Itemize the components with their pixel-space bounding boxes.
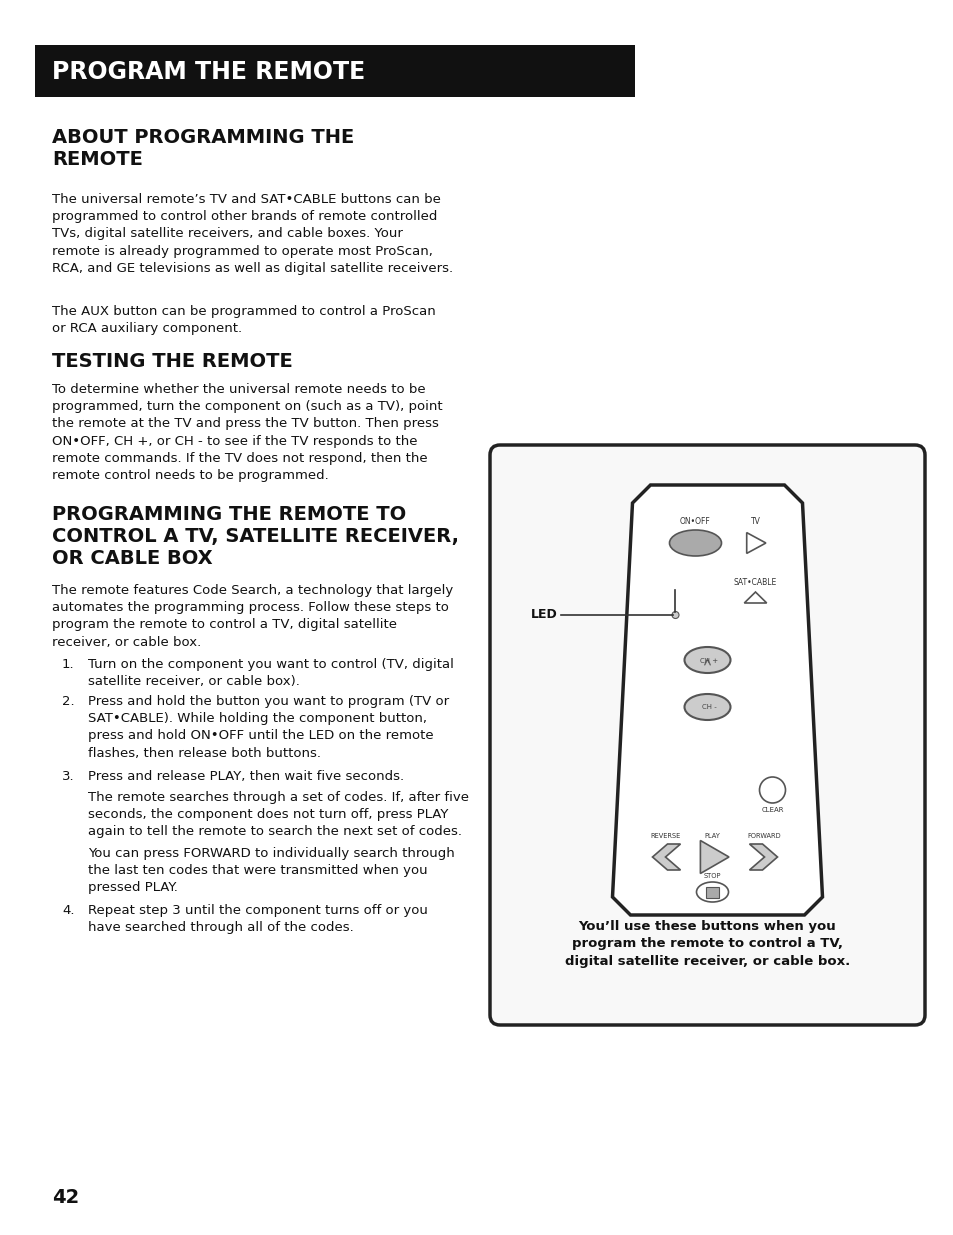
- Text: Turn on the component you want to control (TV, digital
satellite receiver, or ca: Turn on the component you want to contro…: [88, 658, 454, 688]
- Polygon shape: [743, 592, 766, 603]
- Text: 42: 42: [52, 1188, 79, 1207]
- FancyBboxPatch shape: [705, 887, 719, 898]
- Text: TESTING THE REMOTE: TESTING THE REMOTE: [52, 352, 293, 370]
- Text: You can press FORWARD to individually search through
the last ten codes that wer: You can press FORWARD to individually se…: [88, 847, 455, 894]
- Text: The AUX button can be programmed to control a ProScan
or RCA auxiliary component: The AUX button can be programmed to cont…: [52, 305, 436, 335]
- Text: Press and release PLAY, then wait five seconds.: Press and release PLAY, then wait five s…: [88, 769, 404, 783]
- Text: FORWARD: FORWARD: [747, 832, 781, 839]
- Text: The universal remote’s TV and SAT•CABLE buttons can be
programmed to control oth: The universal remote’s TV and SAT•CABLE …: [52, 193, 453, 275]
- Bar: [35, 44, 635, 98]
- Text: LED: LED: [531, 609, 558, 621]
- Text: You’ll use these buttons when you
program the remote to control a TV,
digital sa: You’ll use these buttons when you progra…: [564, 920, 849, 968]
- Text: CLEAR: CLEAR: [760, 806, 783, 813]
- Text: The remote searches through a set of codes. If, after five
seconds, the componen: The remote searches through a set of cod…: [88, 790, 469, 839]
- Text: The remote features Code Search, a technology that largely
automates the program: The remote features Code Search, a techn…: [52, 584, 453, 648]
- Ellipse shape: [684, 647, 730, 673]
- Polygon shape: [652, 844, 679, 869]
- Ellipse shape: [759, 777, 784, 803]
- Text: 2.: 2.: [62, 695, 74, 708]
- Text: Repeat step 3 until the component turns off or you
have searched through all of : Repeat step 3 until the component turns …: [88, 904, 428, 934]
- FancyBboxPatch shape: [490, 445, 924, 1025]
- Text: REVERSE: REVERSE: [650, 832, 679, 839]
- Text: PLAY: PLAY: [704, 832, 720, 839]
- Text: TV: TV: [750, 517, 760, 526]
- Polygon shape: [746, 532, 765, 553]
- Text: 3.: 3.: [62, 769, 74, 783]
- Ellipse shape: [696, 882, 728, 902]
- Ellipse shape: [684, 694, 730, 720]
- Polygon shape: [700, 841, 728, 873]
- Text: PROGRAM THE REMOTE: PROGRAM THE REMOTE: [52, 61, 365, 84]
- Text: CH -: CH -: [701, 704, 716, 710]
- Text: 4.: 4.: [62, 904, 74, 918]
- Text: 1.: 1.: [62, 658, 74, 671]
- Text: SAT•CABLE: SAT•CABLE: [733, 578, 777, 587]
- Text: PROGRAMMING THE REMOTE TO
CONTROL A TV, SATELLITE RECEIVER,
OR CABLE BOX: PROGRAMMING THE REMOTE TO CONTROL A TV, …: [52, 505, 458, 568]
- Ellipse shape: [671, 611, 679, 619]
- Polygon shape: [749, 844, 777, 869]
- Ellipse shape: [669, 530, 720, 556]
- Text: STOP: STOP: [703, 873, 720, 879]
- Text: CH +: CH +: [700, 658, 718, 664]
- PathPatch shape: [612, 485, 821, 915]
- Text: ABOUT PROGRAMMING THE
REMOTE: ABOUT PROGRAMMING THE REMOTE: [52, 128, 354, 169]
- Text: ON•OFF: ON•OFF: [679, 517, 710, 526]
- Text: Press and hold the button you want to program (TV or
SAT•CABLE). While holding t: Press and hold the button you want to pr…: [88, 695, 449, 760]
- Text: To determine whether the universal remote needs to be
programmed, turn the compo: To determine whether the universal remot…: [52, 383, 442, 482]
